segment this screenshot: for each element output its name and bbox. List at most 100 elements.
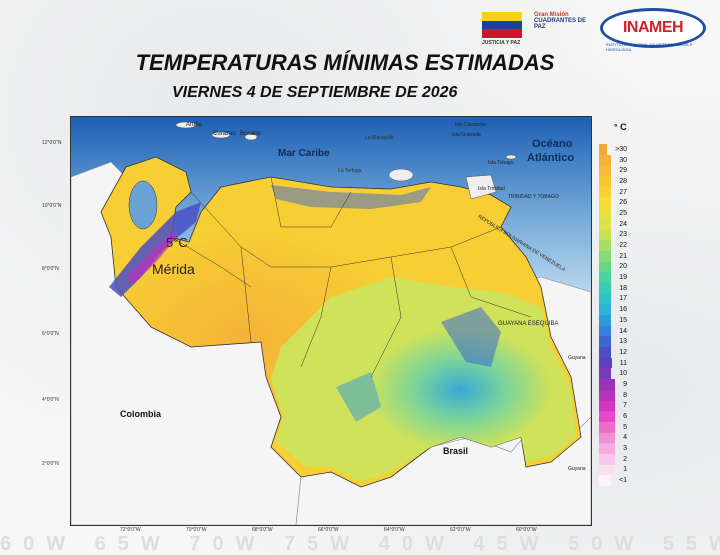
annotation-city: Mérida [152, 261, 195, 277]
legend-label: 20 [619, 263, 627, 271]
label-brasil: Brasil [443, 446, 469, 456]
legend-item: >30 [599, 144, 627, 155]
legend-swatch [599, 357, 612, 369]
lon-tick: 60°0'0"W [516, 527, 537, 533]
curazao-island [211, 131, 231, 139]
legend-item: 5 [599, 421, 627, 433]
legend-label: 26 [619, 199, 627, 207]
inameh-subtitle: INSTITUTO NACIONAL DE METEOROLOGÍA E HID… [606, 42, 693, 52]
legend-item: 10 [599, 368, 627, 380]
legend-swatch [599, 240, 612, 251]
legend-item: 2 [599, 453, 627, 465]
legend-label: 17 [619, 295, 627, 303]
legend-item: 13 [599, 336, 627, 348]
legend-swatch [599, 315, 612, 326]
legend-item: 12 [599, 347, 627, 358]
state-boundaries [170, 176, 532, 378]
legend-label: 5 [623, 423, 627, 431]
legend-label: 1 [623, 466, 627, 474]
map-svg [71, 117, 591, 525]
legend-label: 18 [619, 284, 627, 292]
bonaire-island [244, 133, 258, 141]
legend-swatch [599, 261, 612, 273]
legend-swatch [599, 400, 616, 412]
legend-item: 22 [599, 240, 627, 251]
legend-label: 9 [623, 380, 627, 388]
legend-swatch [599, 144, 608, 155]
coastal-range-cool [271, 185, 431, 209]
lat-tick: 4°0'0"N [42, 397, 59, 403]
legend-swatch [599, 325, 612, 337]
label-la-blanquilla: La Blanquilla [365, 135, 394, 141]
lat-tick: 6°0'0"N [42, 331, 59, 337]
gmc-line1: Gran Misión [534, 12, 569, 18]
legend-item: 11 [599, 357, 627, 369]
legend-swatch [599, 389, 616, 401]
label-la-tortuga: La Tortuga [338, 168, 362, 174]
legend-label: 15 [619, 316, 627, 324]
trinidad-island [465, 174, 497, 200]
legend-label: 23 [619, 231, 627, 239]
legend-item: 8 [599, 389, 627, 401]
legend-swatch [599, 379, 616, 390]
lake-maracaibo [128, 180, 158, 230]
legend-item: 28 [599, 176, 627, 187]
legend-item: 7 [599, 400, 627, 412]
legend-label: <1 [619, 477, 627, 485]
legend-swatch [599, 475, 612, 486]
lat-tick: 8°0'0"N [42, 266, 59, 272]
legend-item: 6 [599, 411, 627, 422]
legend-label: 4 [623, 434, 627, 442]
legend-label: 16 [619, 306, 627, 314]
label-curazao: Curazao [213, 131, 236, 137]
legend-label: 8 [623, 391, 627, 399]
legend-swatch [599, 368, 612, 380]
legend-label: 7 [623, 402, 627, 410]
legend-item: 3 [599, 443, 627, 454]
lon-tick: 62°0'0"W [450, 527, 471, 533]
label-bonaire: Bonaire [240, 131, 261, 137]
label-guyana-2: Guyana [568, 466, 586, 472]
legend-swatch [599, 208, 612, 219]
lat-tick: 10°0'0"N [42, 203, 62, 209]
legend-swatch [599, 464, 616, 476]
temperature-legend: ° C [598, 122, 642, 132]
legend-swatch [599, 421, 616, 433]
lon-tick: 66°0'0"W [318, 527, 339, 533]
legend-swatch [599, 176, 612, 187]
legend-label: 24 [619, 220, 627, 228]
label-isla-granada: Isla Granada [452, 132, 481, 138]
margarita-island [388, 168, 414, 182]
legend-item: 26 [599, 197, 627, 209]
southeast-cool-zone [441, 307, 501, 367]
legend-item: 27 [599, 186, 627, 198]
legend-swatch [599, 304, 612, 315]
legend-item: 21 [599, 250, 627, 262]
legend-item: 16 [599, 304, 627, 315]
label-aruba: Aruba [186, 122, 203, 128]
legend-label: 29 [619, 167, 627, 175]
tobago-island [505, 154, 517, 160]
merida-cold-core [126, 232, 179, 285]
legend-item: 25 [599, 208, 627, 219]
background-watermark: 60W 65W 70W 75W 40W 45W 50W 55W [0, 533, 720, 555]
gmc-line2: CUADRANTES DE PAZ [534, 18, 587, 30]
legend-label: 30 [619, 156, 627, 164]
legend-item: 23 [599, 229, 627, 241]
legend-label: 14 [619, 327, 627, 335]
legend-label: >30 [615, 145, 627, 153]
venezuela-flag-icon [482, 12, 522, 38]
lat-tick: 2°0'0"N [42, 461, 59, 467]
legend-swatch [599, 186, 612, 198]
label-guayana-esequiba: GUAYANA ESEQUIBA [498, 321, 559, 327]
legend-item: 4 [599, 432, 627, 444]
legend-swatch [599, 432, 616, 444]
legend-item: 17 [599, 293, 627, 305]
lat-tick: 12°0'0"N [42, 140, 62, 146]
legend-label: 13 [619, 338, 627, 346]
legend-swatch [599, 197, 612, 209]
label-oceano: Océano [532, 138, 573, 150]
legend-item: 18 [599, 282, 627, 294]
legend-swatch [599, 250, 612, 262]
legend-item: 1 [599, 464, 627, 476]
